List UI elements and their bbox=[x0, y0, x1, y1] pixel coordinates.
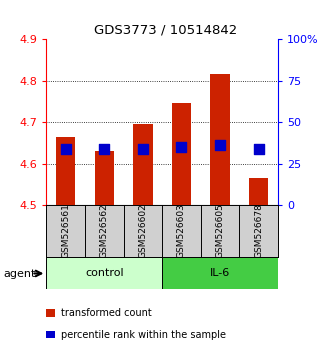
Text: agent: agent bbox=[3, 269, 36, 279]
Bar bbox=[95, 151, 114, 205]
Bar bbox=[133, 124, 153, 205]
Bar bbox=[56, 137, 75, 205]
Bar bbox=[249, 178, 268, 205]
Text: control: control bbox=[85, 268, 123, 278]
Text: GDS3773 / 10514842: GDS3773 / 10514842 bbox=[94, 23, 237, 36]
Text: GSM526602: GSM526602 bbox=[138, 204, 147, 258]
Point bbox=[256, 146, 261, 152]
Point bbox=[217, 142, 223, 148]
Point bbox=[102, 146, 107, 152]
Text: IL-6: IL-6 bbox=[210, 268, 230, 278]
Text: transformed count: transformed count bbox=[61, 308, 152, 318]
Text: GSM526603: GSM526603 bbox=[177, 204, 186, 258]
Point bbox=[140, 146, 146, 152]
Bar bbox=[162, 257, 278, 289]
Bar bbox=[172, 103, 191, 205]
Text: GSM526678: GSM526678 bbox=[254, 204, 263, 258]
Text: GSM526562: GSM526562 bbox=[100, 204, 109, 258]
Point bbox=[179, 144, 184, 150]
Text: GSM526605: GSM526605 bbox=[215, 204, 225, 258]
Text: percentile rank within the sample: percentile rank within the sample bbox=[61, 330, 226, 339]
Bar bbox=[211, 74, 230, 205]
Bar bbox=[46, 257, 162, 289]
Text: GSM526561: GSM526561 bbox=[61, 204, 70, 258]
Point bbox=[63, 146, 68, 152]
